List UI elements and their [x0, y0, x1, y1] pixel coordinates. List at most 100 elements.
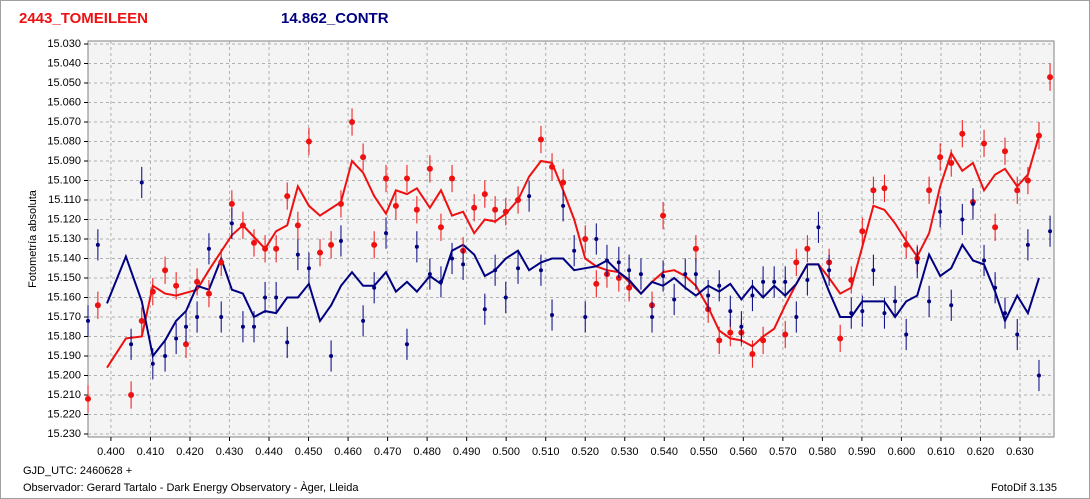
- data-point: [305, 138, 312, 145]
- data-point: [240, 324, 245, 329]
- data-point: [503, 295, 508, 300]
- data-point: [604, 258, 609, 263]
- data-point: [206, 246, 211, 251]
- data-point: [337, 200, 344, 207]
- data-point: [772, 279, 777, 284]
- y-tick-label: 15.060: [47, 96, 81, 108]
- y-tick-label: 15.070: [47, 116, 81, 128]
- x-tick-label: 0.550: [690, 446, 718, 458]
- data-point: [194, 278, 201, 285]
- data-point: [728, 309, 733, 314]
- y-tick-label: 15.160: [47, 291, 81, 303]
- data-point: [692, 245, 699, 252]
- x-tick-label: 0.420: [176, 446, 204, 458]
- data-point: [949, 303, 954, 308]
- data-point: [527, 194, 532, 199]
- data-point: [471, 204, 478, 211]
- y-tick-label: 15.090: [47, 155, 81, 167]
- data-point: [1014, 187, 1021, 194]
- data-point: [1015, 332, 1020, 337]
- data-point: [502, 208, 509, 215]
- data-point: [993, 285, 998, 290]
- data-point: [251, 239, 258, 246]
- data-point: [306, 266, 311, 271]
- data-point: [893, 299, 898, 304]
- data-point: [414, 244, 419, 249]
- y-tick-label: 15.180: [47, 330, 81, 342]
- data-point: [1024, 177, 1031, 184]
- data-point: [717, 283, 722, 288]
- data-point: [938, 209, 943, 214]
- data-point: [860, 309, 865, 314]
- data-point: [1036, 373, 1041, 378]
- data-point: [848, 276, 855, 283]
- data-point: [761, 279, 766, 284]
- data-point: [183, 341, 190, 348]
- x-tick-label: 0.610: [927, 446, 955, 458]
- data-point: [960, 217, 965, 222]
- x-tick-label: 0.580: [809, 446, 837, 458]
- data-point: [982, 258, 987, 263]
- data-point: [149, 288, 156, 295]
- data-point: [816, 225, 821, 230]
- data-point: [959, 130, 966, 137]
- data-point: [706, 293, 711, 298]
- data-point: [683, 272, 688, 277]
- data-point: [129, 342, 134, 347]
- data-point: [219, 315, 224, 319]
- data-point: [1001, 148, 1008, 155]
- software: FotoDif 3.135: [991, 482, 1057, 494]
- data-point: [317, 249, 324, 256]
- data-point: [427, 272, 432, 277]
- data-point: [450, 256, 455, 261]
- x-tick-label: 0.410: [137, 446, 165, 458]
- data-point: [537, 136, 544, 143]
- data-point: [392, 202, 399, 209]
- data-point: [294, 222, 301, 229]
- data-point: [360, 154, 367, 161]
- data-point: [516, 266, 521, 271]
- data-point: [882, 311, 887, 316]
- data-point: [881, 185, 888, 192]
- data-point: [992, 224, 999, 231]
- data-point: [371, 241, 378, 248]
- data-point: [162, 267, 169, 274]
- data-point: [138, 317, 145, 324]
- data-point: [804, 245, 811, 252]
- data-point: [750, 293, 755, 298]
- data-point: [948, 159, 955, 166]
- data-point: [262, 245, 269, 252]
- data-point: [328, 241, 335, 248]
- data-point: [593, 280, 600, 287]
- y-tick-label: 15.170: [47, 311, 81, 323]
- x-tick-label: 0.460: [334, 446, 362, 458]
- x-tick-label: 0.600: [888, 446, 916, 458]
- data-point: [981, 140, 988, 147]
- x-tick-label: 0.500: [492, 446, 520, 458]
- data-point: [805, 277, 810, 282]
- x-tick-label: 0.590: [848, 446, 876, 458]
- data-point: [482, 307, 487, 312]
- data-point: [438, 279, 443, 284]
- x-axis-label: GJD_UTC: 2460628 +: [23, 465, 132, 477]
- data-point: [650, 315, 655, 319]
- data-point: [163, 354, 168, 358]
- data-point: [926, 187, 933, 194]
- y-tick-label: 15.030: [47, 38, 81, 50]
- data-point: [749, 351, 756, 358]
- data-point: [404, 342, 409, 347]
- x-tick-label: 0.430: [216, 446, 244, 458]
- data-point: [383, 175, 390, 182]
- x-tick-label: 0.540: [651, 446, 679, 458]
- data-point: [1002, 311, 1007, 316]
- data-point: [638, 272, 643, 277]
- observer: Observador: Gerard Tartalo - Dark Energy…: [23, 481, 359, 494]
- x-tick-label: 0.510: [532, 446, 560, 458]
- trend-line: [106, 242, 1040, 359]
- data-point: [437, 224, 444, 231]
- y-tick-label: 15.120: [47, 213, 81, 225]
- data-point: [582, 236, 589, 242]
- data-point: [85, 395, 91, 402]
